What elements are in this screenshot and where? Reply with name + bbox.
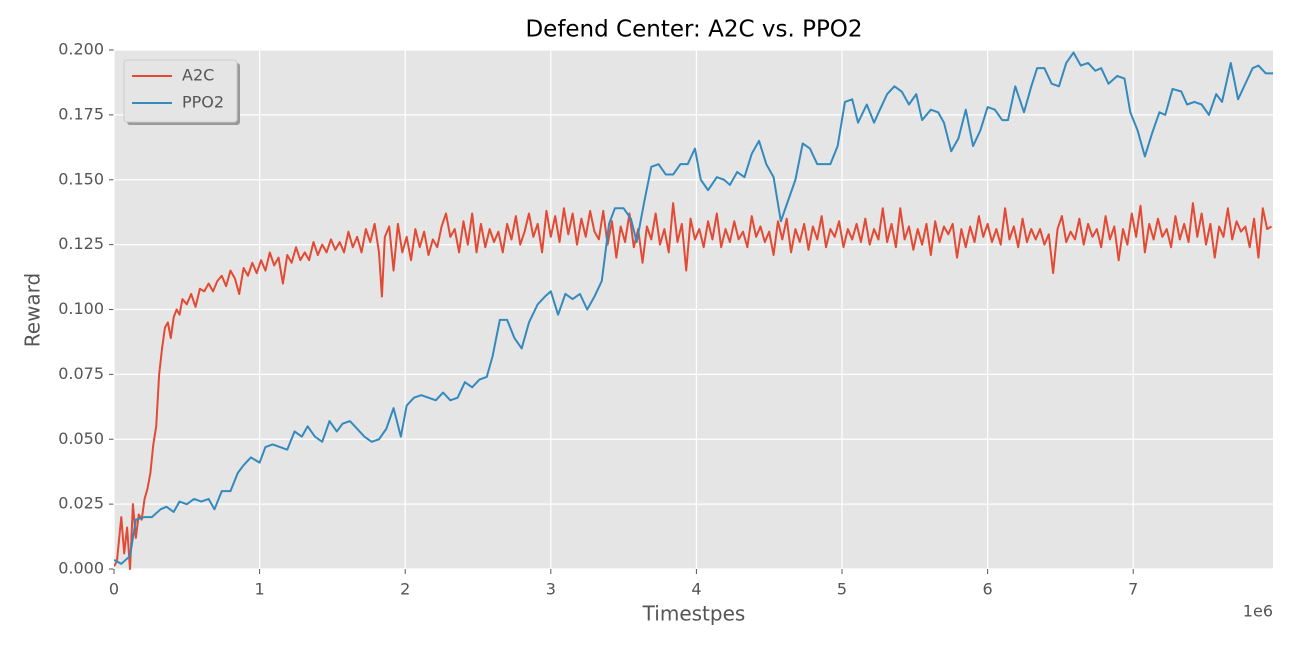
chart-title: Defend Center: A2C vs. PPO2 bbox=[525, 17, 862, 43]
y-tick-label: 0.150 bbox=[58, 169, 104, 188]
legend bbox=[123, 59, 238, 123]
x-tick-label: 7 bbox=[1128, 580, 1138, 599]
y-tick-label: 0.200 bbox=[58, 40, 104, 59]
legend-label: PPO2 bbox=[182, 93, 224, 112]
y-axis-label: Reward bbox=[21, 273, 45, 347]
x-tick-label: 5 bbox=[837, 580, 847, 599]
x-tick-label: 4 bbox=[691, 580, 701, 599]
y-tick-label: 0.125 bbox=[58, 234, 104, 253]
y-tick-label: 0.050 bbox=[58, 429, 104, 448]
x-offset-label: 1e6 bbox=[1243, 602, 1273, 621]
y-tick-label: 0.100 bbox=[58, 299, 104, 318]
x-tick-label: 1 bbox=[255, 580, 265, 599]
x-tick-label: 6 bbox=[983, 580, 993, 599]
series-line bbox=[114, 51, 1273, 565]
series-line bbox=[114, 202, 1273, 570]
y-tick-label: 0.175 bbox=[58, 104, 104, 123]
y-tick-label: 0.000 bbox=[58, 559, 104, 578]
legend-label: A2C bbox=[182, 66, 214, 85]
y-tick-label: 0.025 bbox=[58, 494, 104, 513]
x-tick-label: 2 bbox=[400, 580, 410, 599]
x-tick-label: 3 bbox=[546, 580, 556, 599]
x-tick-label: 0 bbox=[109, 580, 119, 599]
x-axis-label: Timestpes bbox=[642, 602, 746, 626]
y-tick-label: 0.075 bbox=[58, 364, 104, 383]
